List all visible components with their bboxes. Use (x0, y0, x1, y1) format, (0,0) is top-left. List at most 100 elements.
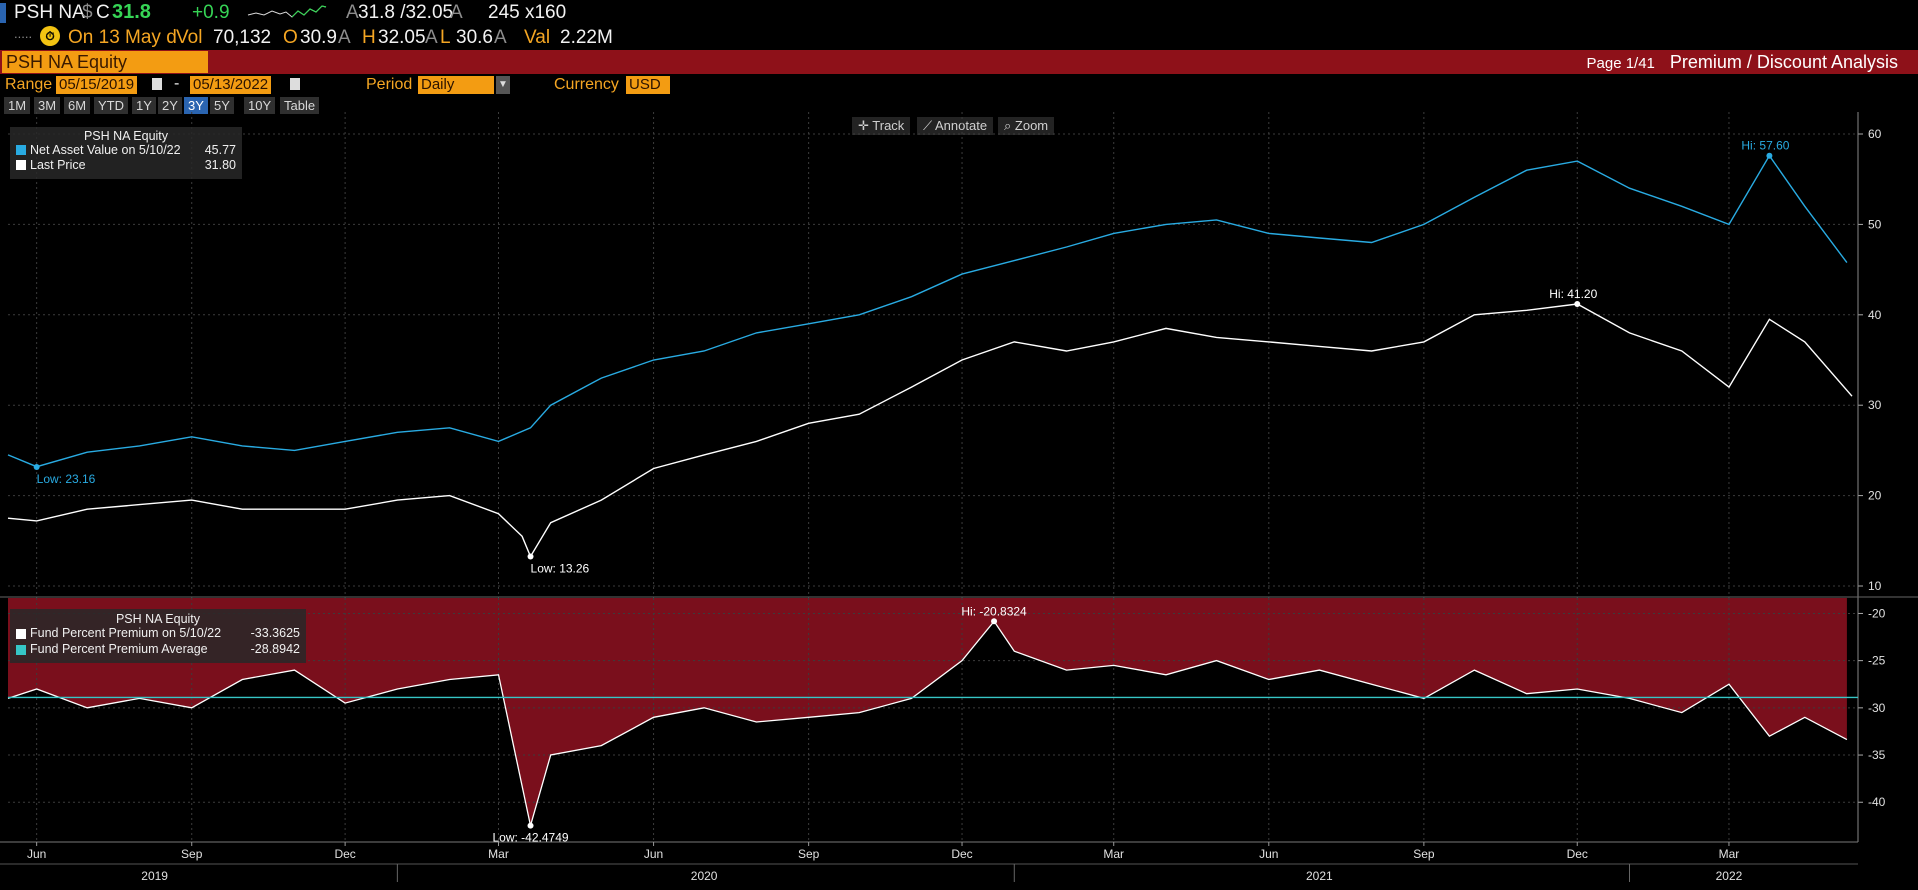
legend-title: PSH NA Equity (83, 129, 169, 143)
track-tool[interactable]: ✛ Track (852, 117, 911, 135)
annotate-label: Annotate (935, 118, 988, 133)
x-tick-label: Jun (1259, 847, 1278, 861)
legend-entry-value: -28.8942 (250, 642, 300, 656)
legend-entry-average: Fund Percent Premium Average -28.8942 (10, 642, 306, 658)
y-tick-label: 20 (1868, 489, 1882, 503)
ticker[interactable]: PSH NA (14, 2, 85, 23)
y-tick-label: -30 (1868, 701, 1886, 715)
range-button-6m[interactable]: 6M (64, 97, 91, 114)
annotation-label: Low: -42.4749 (492, 831, 568, 845)
chevron-down-icon[interactable]: ▼ (496, 76, 510, 94)
currency-label: Currency (554, 76, 619, 93)
annotation-marker (1766, 152, 1773, 159)
x-tick-label: Sep (181, 847, 203, 861)
premium-series-line (7, 620, 1848, 826)
annotation-label: Low: 23.16 (37, 472, 96, 486)
period-label: Period (366, 76, 413, 93)
range-button-1y[interactable]: 1Y (132, 97, 156, 114)
legend-swatch (16, 145, 26, 155)
open-label: O (283, 27, 298, 48)
legend-entry-value: -33.3625 (250, 626, 300, 640)
legend-swatch (16, 645, 26, 655)
legend-title: PSH NA Equity (115, 612, 201, 626)
year-label: 2022 (1716, 869, 1743, 883)
x-tick-label: Jun (644, 847, 663, 861)
legend-entry-price: Last Price 31.80 (10, 158, 242, 173)
period-select[interactable]: Daily (418, 76, 494, 94)
range-button-3m[interactable]: 3M (34, 97, 61, 114)
page-indicator[interactable]: Page 1/41 (1586, 55, 1655, 72)
x-tick-label: Dec (951, 847, 972, 861)
x-tick-label: Mar (1103, 847, 1124, 861)
price-flag: C (96, 2, 110, 23)
ask-label: A (346, 2, 359, 23)
track-label: Track (872, 118, 905, 133)
x-tick-label: Mar (488, 847, 509, 861)
table-button[interactable]: Table (280, 97, 320, 114)
last-price: 31.8 (112, 1, 151, 23)
y-tick-label: 30 (1868, 398, 1882, 412)
bid-ask: 31.8 /32.05 (358, 2, 454, 23)
end-date-field[interactable]: 05/13/2022 (190, 76, 272, 94)
ask-suffix: A (450, 2, 463, 23)
range-button-1m[interactable]: 1M (4, 97, 31, 114)
nav-series-line (7, 154, 1848, 468)
range-dash: - (174, 75, 180, 92)
calendar-icon[interactable] (152, 78, 162, 90)
high-label: H (362, 27, 376, 48)
net-change: +0.9 (192, 2, 230, 23)
legend-entry-premium: Fund Percent Premium on 5/10/22 -33.3625 (10, 626, 306, 642)
value-label: Val (524, 27, 551, 48)
legend-swatch (16, 629, 26, 639)
security-field[interactable]: PSH NA Equity (2, 51, 208, 73)
lower-chart-legend: PSH NA Equity Fund Percent Premium on 5/… (10, 609, 306, 663)
annotation-label: Hi: 57.60 (1741, 139, 1789, 153)
currency-select[interactable]: USD (626, 76, 670, 94)
legend-entry-label: Net Asset Value on 5/10/22 (30, 143, 181, 157)
price-series-line (7, 303, 1853, 559)
y-tick-label: -35 (1868, 748, 1886, 762)
start-date-field[interactable]: 05/15/2019 (56, 76, 138, 94)
function-header-bar (0, 50, 1918, 74)
year-label: 2021 (1306, 869, 1333, 883)
annotation-marker (33, 464, 40, 471)
zoom-label: Zoom (1014, 118, 1049, 133)
traded-value: 2.22M (560, 27, 613, 48)
x-tick-label: Dec (1567, 847, 1588, 861)
y-tick-label: 50 (1868, 217, 1882, 231)
currency-symbol: $ (82, 2, 93, 23)
y-tick-label: 10 (1868, 579, 1882, 593)
y-tick-label: -25 (1868, 654, 1886, 668)
year-label: 2019 (141, 869, 168, 883)
legend-swatch (16, 160, 26, 170)
x-tick-label: Dec (334, 847, 355, 861)
low-label: L (440, 27, 451, 48)
bid-ask-size: 245 x160 (488, 2, 567, 23)
on-date: On 13 May d (68, 27, 177, 48)
annotate-tool[interactable]: ⟋ Annotate (917, 117, 994, 135)
annotation-marker (991, 618, 998, 625)
zoom-tool[interactable]: ⌕ Zoom (998, 117, 1055, 135)
calendar-icon[interactable] (290, 78, 300, 90)
legend-entry-value: 31.80 (204, 158, 236, 172)
high-suffix: A (425, 27, 438, 48)
legend-entry-label: Fund Percent Premium on 5/10/22 (30, 626, 222, 640)
premium-area-fill (8, 598, 1847, 826)
year-label: 2020 (691, 869, 718, 883)
legend-entry-label: Fund Percent Premium Average (30, 642, 208, 656)
x-tick-label: Mar (1719, 847, 1740, 861)
range-button-10y[interactable]: 10Y (244, 97, 276, 114)
range-button-2y[interactable]: 2Y (158, 97, 182, 114)
low-suffix: A (494, 27, 507, 48)
page-title-block: Page 1/41 Premium / Discount Analysis (1587, 51, 1899, 75)
annotation-marker (1574, 300, 1581, 307)
dots: ..... (14, 26, 33, 41)
range-button-5y[interactable]: 5Y (210, 97, 234, 114)
range-button-ytd[interactable]: YTD (94, 97, 128, 114)
open-price: 30.9 (300, 27, 337, 48)
annotation-label: Low: 13.26 (531, 562, 590, 576)
price-nav-chart[interactable]: 10 20 30 40 50 60 Hi: 57.60 Low: 23.16 Hi: 41.20… (0, 112, 1918, 598)
range-button-3y[interactable]: 3Y (184, 97, 208, 114)
timer-icon[interactable]: ⏱ (40, 26, 60, 46)
legend-entry-value: 45.77 (204, 143, 236, 157)
